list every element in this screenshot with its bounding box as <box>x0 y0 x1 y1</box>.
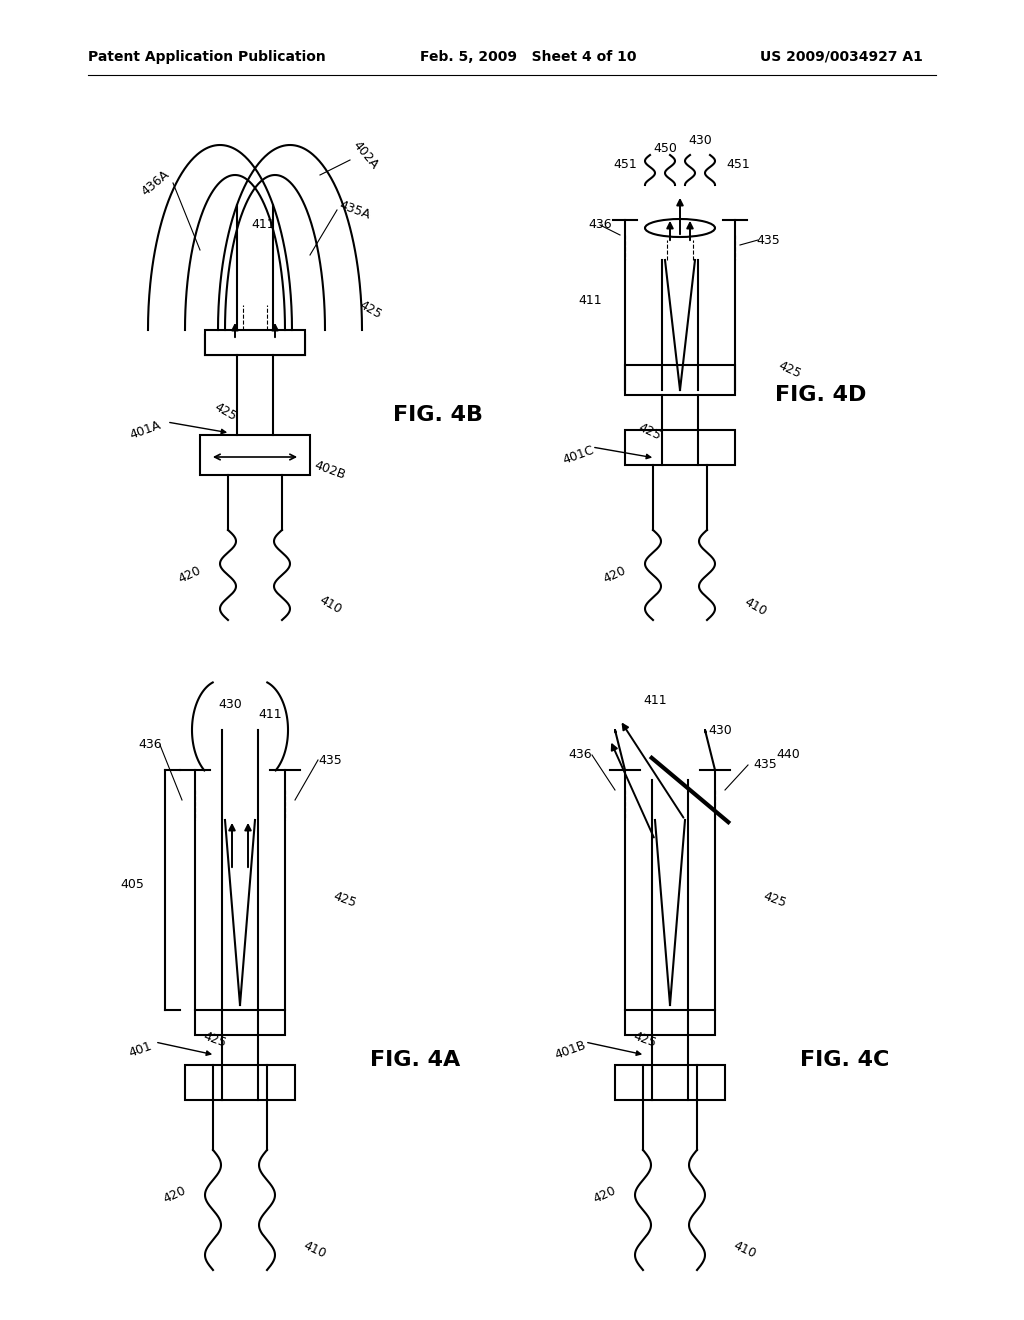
Text: 425: 425 <box>212 400 239 424</box>
Text: 425: 425 <box>332 890 358 911</box>
Text: 411: 411 <box>258 709 282 722</box>
Text: 436: 436 <box>138 738 162 751</box>
Text: 436A: 436A <box>138 168 171 198</box>
Text: FIG. 4D: FIG. 4D <box>775 385 866 405</box>
Text: 420: 420 <box>162 1184 188 1206</box>
Text: FIG. 4C: FIG. 4C <box>800 1049 890 1071</box>
Bar <box>200 436 310 475</box>
Text: 425: 425 <box>776 359 804 381</box>
Text: Patent Application Publication: Patent Application Publication <box>88 50 326 63</box>
Text: 411: 411 <box>251 219 274 231</box>
Text: 425: 425 <box>762 890 788 911</box>
Text: 430: 430 <box>688 133 712 147</box>
Text: 401B: 401B <box>553 1039 588 1061</box>
Text: Feb. 5, 2009   Sheet 4 of 10: Feb. 5, 2009 Sheet 4 of 10 <box>420 50 637 63</box>
Text: 430: 430 <box>709 723 732 737</box>
Text: 425: 425 <box>632 1030 658 1051</box>
Text: 450: 450 <box>653 141 677 154</box>
Bar <box>205 330 305 355</box>
Text: 435: 435 <box>756 234 780 247</box>
Text: 410: 410 <box>301 1239 329 1261</box>
Text: 435: 435 <box>753 759 777 771</box>
Bar <box>625 430 735 465</box>
Text: 402B: 402B <box>312 458 347 482</box>
Text: 436: 436 <box>588 219 611 231</box>
Text: 435A: 435A <box>338 198 373 222</box>
Text: 402A: 402A <box>349 139 380 172</box>
Bar <box>205 335 237 355</box>
Bar <box>625 366 735 395</box>
Text: 401: 401 <box>127 1040 154 1060</box>
Text: 411: 411 <box>579 293 602 306</box>
Text: FIG. 4A: FIG. 4A <box>370 1049 460 1071</box>
Text: 425: 425 <box>356 298 384 322</box>
Text: 451: 451 <box>613 158 637 172</box>
Text: 411: 411 <box>643 693 667 706</box>
Text: 401C: 401C <box>560 444 596 467</box>
Bar <box>273 335 305 355</box>
Text: 451: 451 <box>726 158 750 172</box>
Text: 405: 405 <box>120 879 144 891</box>
Text: 410: 410 <box>316 594 343 616</box>
Bar <box>625 1010 715 1035</box>
Text: US 2009/0034927 A1: US 2009/0034927 A1 <box>760 50 923 63</box>
Text: 401A: 401A <box>128 418 163 442</box>
Text: 410: 410 <box>731 1239 759 1261</box>
Text: 410: 410 <box>741 595 769 619</box>
Text: FIG. 4B: FIG. 4B <box>393 405 483 425</box>
Text: 420: 420 <box>601 564 629 586</box>
Text: 436: 436 <box>568 748 592 762</box>
Text: 420: 420 <box>592 1184 618 1206</box>
Text: 440: 440 <box>776 748 800 762</box>
Text: 430: 430 <box>218 698 242 711</box>
Bar <box>615 1065 725 1100</box>
Ellipse shape <box>645 219 715 238</box>
Text: 435: 435 <box>318 754 342 767</box>
Text: 425: 425 <box>637 421 664 444</box>
Bar <box>195 1010 285 1035</box>
Text: 425: 425 <box>202 1030 228 1051</box>
Text: 420: 420 <box>176 564 204 586</box>
Bar <box>185 1065 295 1100</box>
